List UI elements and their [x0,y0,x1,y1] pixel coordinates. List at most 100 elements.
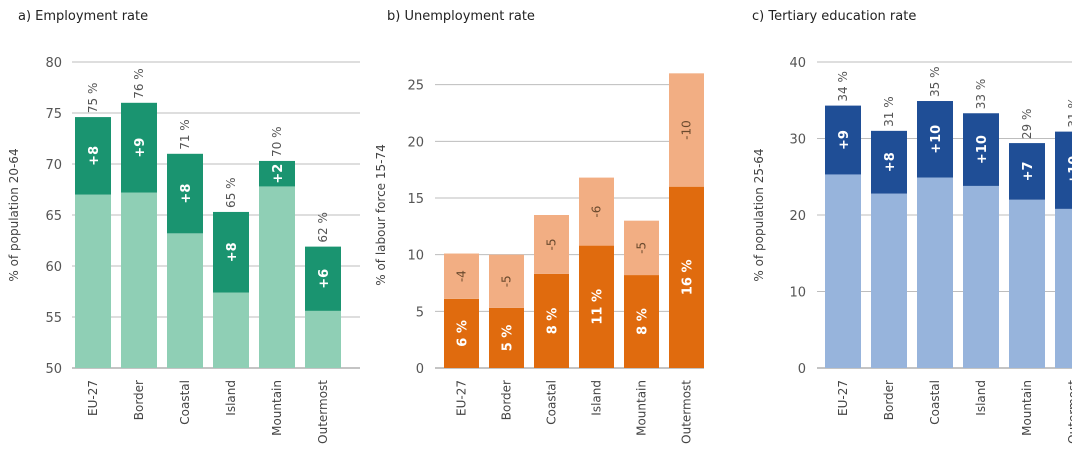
bar-diff-label: -10 [680,120,694,140]
bar-base [259,186,295,368]
bar-total-label: 31 % [1066,97,1072,128]
bar-diff-label: +9 [133,138,148,158]
bar-total-label: 35 % [928,67,942,98]
category-label: Island [590,380,604,416]
bar-top [213,211,249,293]
bar-top [75,117,111,195]
bar-diff-label: -5 [545,238,559,250]
bar-value-label: 8 % [546,308,561,335]
bar-top [917,101,953,178]
bar-top [579,177,614,246]
bar-total-label: 31 % [882,96,896,127]
y-axis-label: % of population 20-64 [7,148,21,281]
category-label: Outermost [680,380,694,444]
chart-title-unemployment: b) Unemployment rate [387,9,535,24]
bar-top [259,160,295,187]
y-tick-label: 5 [416,305,424,320]
bar-total-label: 71 % [178,119,192,150]
bar-top [1055,131,1072,209]
bar-base [669,186,704,368]
category-label: Mountain [635,380,649,436]
y-tick-label: 65 [45,209,62,224]
bar-diff-label: +2 [271,164,286,184]
bar-base [1055,208,1072,368]
bar-top [1009,143,1045,200]
category-label: Outermost [316,380,330,444]
bar-base [1009,199,1045,368]
bar-total-label: 76 % [132,68,146,99]
bar-diff-label: +7 [1021,161,1036,181]
bar-total-label: 29 % [1020,109,1034,140]
category-label: Island [224,380,238,416]
y-axis-label: % of population 25-64 [752,148,766,281]
bar-top [167,153,203,234]
chart-title-employment: a) Employment rate [18,9,149,24]
y-axis-label: % of labour force 15-74 [374,144,388,286]
bar-top [489,254,524,308]
y-tick-label: 20 [407,135,424,150]
bar-top [669,73,704,187]
y-tick-label: 75 [45,107,62,122]
y-tick-label: 50 [45,362,62,377]
bar-value-label: 16 % [681,260,696,296]
bar-diff-label: +6 [317,269,332,289]
bar-top [963,113,999,186]
bar-base [444,298,479,368]
bar-top [871,130,907,194]
bar-diff-label: +8 [87,146,102,166]
y-tick-label: 10 [789,286,806,301]
bar-diff-label: +8 [225,242,240,262]
bar-base [825,174,861,368]
bar-value-label: 11 % [591,289,606,325]
y-tick-label: 60 [45,260,62,275]
bar-diff-label: +8 [179,184,194,204]
category-label: Coastal [178,380,192,425]
bar-top [825,105,861,175]
y-tick-label: 15 [407,192,424,207]
bar-base [917,177,953,368]
bar-top [534,215,569,274]
bar-top [121,102,157,193]
chart-title-tertiary: c) Tertiary education rate [752,9,917,24]
bar-base [75,194,111,368]
bar-diff-label: -5 [635,242,649,254]
bar-total-label: 70 % [270,126,284,157]
y-tick-label: 20 [789,209,806,224]
category-label: Island [974,380,988,416]
bar-diff-label: -6 [590,206,604,218]
bar-base [213,292,249,368]
bar-diff-label: +8 [883,152,898,172]
bar-base [963,185,999,368]
bar-total-label: 33 % [974,79,988,110]
bar-base [305,310,341,368]
bar-total-label: 62 % [316,212,330,243]
category-label: EU-27 [836,380,850,416]
bar-total-label: 34 % [836,71,850,102]
bar-value-label: 6 % [456,320,471,347]
category-label: Mountain [1020,380,1034,436]
bar-base [579,245,614,368]
y-tick-label: 30 [789,133,806,148]
category-label: Border [882,380,896,420]
y-tick-label: 80 [45,56,62,71]
category-label: Border [500,380,514,420]
bar-top [305,246,341,311]
bar-value-label: 5 % [501,325,516,352]
y-tick-label: 10 [407,249,424,264]
y-tick-label: 25 [407,79,424,94]
bar-base [624,275,659,368]
bar-diff-label: +10 [929,125,944,154]
bar-top [444,253,479,299]
bar-top [624,220,659,276]
category-label: Coastal [928,380,942,425]
category-label: Coastal [545,380,559,425]
bar-diff-label: +10 [975,135,990,164]
bar-base [121,192,157,368]
category-label: EU-27 [455,380,469,416]
category-label: EU-27 [86,380,100,416]
y-tick-label: 0 [798,362,806,377]
bar-total-label: 65 % [224,177,238,208]
y-tick-label: 55 [45,311,62,326]
bar-total-label: 75 % [86,83,100,114]
bar-diff-label: -5 [500,275,514,287]
